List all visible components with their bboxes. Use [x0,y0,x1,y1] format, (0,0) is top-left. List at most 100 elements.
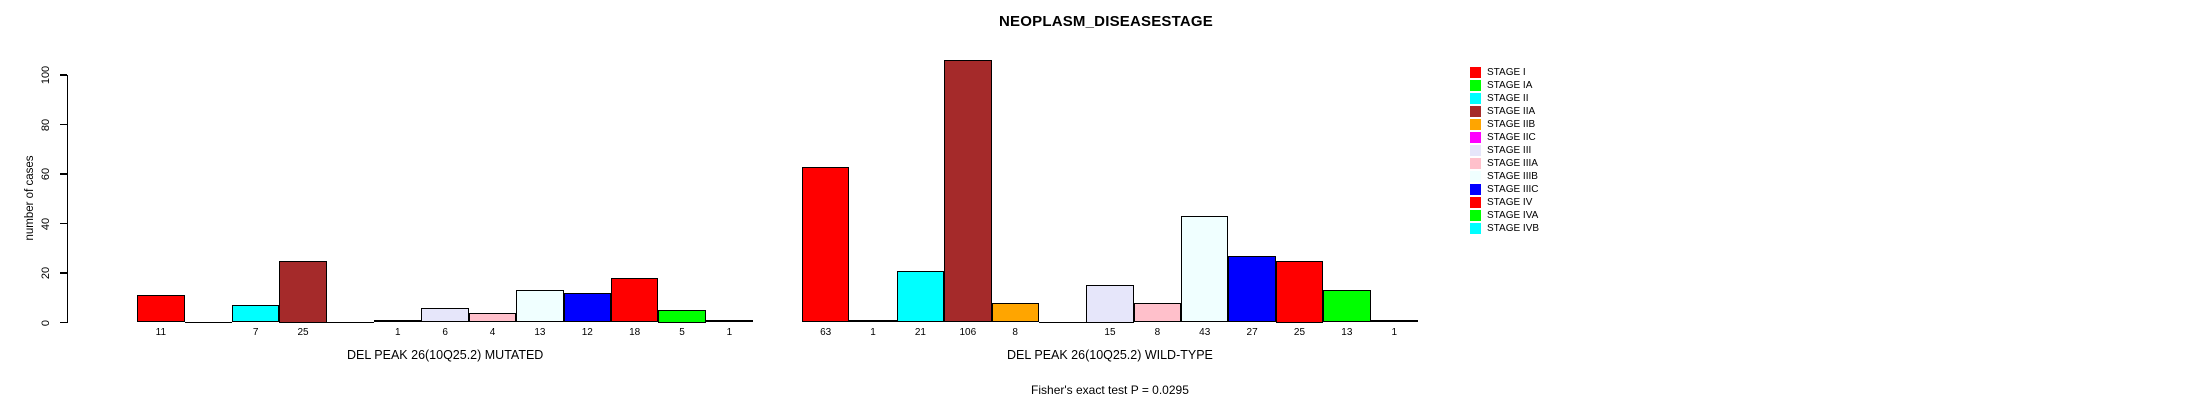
y-tick-mark [60,222,67,225]
bar-value-label: 8 [1012,327,1018,338]
bar-value-label: 4 [489,327,496,338]
y-tick-label: 100 [40,65,52,85]
bar-value-label: 25 [1293,327,1306,338]
legend-item: STAGE IVA [1470,209,1539,222]
bar-stage-iiic [563,292,611,323]
y-tick-label: 40 [40,217,52,230]
bar-value-label: 63 [820,327,832,338]
y-axis-line [67,75,69,323]
legend-item: STAGE IIIA [1470,157,1539,170]
bar-stage-iiic [1228,255,1276,323]
y-tick-mark [60,321,67,324]
bar-stage-ii [231,305,280,323]
y-tick-mark [60,74,67,76]
bar-value-label: 13 [1341,327,1353,338]
legend-label: STAGE IVA [1487,210,1539,221]
y-tick-label: 20 [40,266,52,280]
bar-stage-iia [279,260,327,323]
bar-stage-iva [658,310,706,323]
legend-swatch [1470,119,1481,130]
legend-label: STAGE IIIC [1487,184,1539,195]
y-tick-mark [60,123,67,126]
bar-stage-iib [991,302,1039,323]
legend-label: STAGE IVB [1487,223,1540,234]
bar-stage-iic [374,320,422,323]
legend-item: STAGE IA [1470,79,1539,92]
y-tick-label: 0 [40,319,52,326]
legend-label: STAGE IIIB [1487,171,1538,182]
bar-value-label: 21 [914,327,926,338]
legend-swatch [1470,80,1481,91]
bar-value-label: 6 [442,327,448,338]
bar-value-label: 1 [726,327,733,338]
bar-value-label: 1 [870,327,876,338]
bar-stage-i [802,166,850,323]
bar-zero-stage-iic [1038,321,1087,323]
bar-value-label: 5 [679,327,685,338]
bar-zero-stage-iib [326,321,375,323]
bar-stage-ivb [1370,320,1418,323]
legend-swatch [1470,210,1481,221]
legend-label: STAGE IV [1487,197,1533,208]
y-tick-mark [60,173,67,175]
legend-item: STAGE IVB [1470,222,1539,235]
bar-stage-iii [421,307,469,323]
bar-value-label: 1 [1391,327,1398,338]
legend-item: STAGE III [1470,144,1539,157]
bar-value-label: 1 [395,327,401,338]
bar-stage-iiib [516,290,564,323]
bar-value-label: 11 [155,327,167,338]
y-tick-mark [60,272,67,274]
legend-item: STAGE IIC [1470,131,1539,144]
legend-label: STAGE IIC [1487,132,1536,143]
bar-value-label: 15 [1104,327,1116,338]
y-tick-label: 60 [40,167,52,181]
legend-swatch [1470,171,1481,182]
legend-label: STAGE IIB [1487,119,1536,130]
bar-stage-ii [896,270,945,323]
legend-label: STAGE IIA [1487,106,1536,117]
legend-label: STAGE IA [1487,80,1533,91]
legend: STAGE I STAGE IA STAGE II STAGE IIA STAGE II… [1470,66,1539,235]
legend-swatch [1470,184,1481,195]
legend-item: STAGE I [1470,66,1539,79]
bar-value-label: 27 [1246,327,1258,338]
bar-value-label: 43 [1199,327,1211,338]
legend-swatch [1470,145,1481,156]
legend-swatch [1470,132,1481,143]
legend-item: STAGE II [1470,92,1539,105]
bar-value-label: 18 [629,327,641,338]
legend-item: STAGE IV [1470,196,1539,209]
bar-stage-iii [1086,285,1134,323]
y-tick-label: 80 [40,118,52,131]
legend-label: STAGE II [1487,93,1529,104]
legend-item: STAGE IIB [1470,118,1539,131]
legend-swatch [1470,93,1481,104]
bar-stage-iv [1275,260,1324,323]
fisher-test-text: Fisher's exact test P = 0.0295 [1031,383,1189,397]
bar-stage-iv [611,277,659,323]
bar-value-label: 106 [959,327,977,338]
legend-swatch [1470,223,1481,234]
group-label-mutated: DEL PEAK 26(10Q25.2) MUTATED [346,348,544,362]
y-axis-title: number of cases [24,155,36,241]
bar-stage-ivb [705,320,754,323]
legend-item: STAGE IIA [1470,105,1539,118]
bar-stage-iia [944,60,992,323]
legend-label: STAGE III [1487,145,1532,156]
bar-value-label: 13 [534,327,546,338]
legend-item: STAGE IIIB [1470,170,1539,183]
bar-value-label: 25 [297,327,309,338]
bar-zero-stage-ia [184,321,232,323]
legend-label: STAGE I [1487,67,1526,78]
legend-label: STAGE IIIA [1487,158,1538,169]
legend-swatch [1470,158,1481,169]
legend-swatch [1470,106,1481,117]
legend-item: STAGE IIIC [1470,183,1539,196]
legend-swatch [1470,67,1481,78]
bar-stage-iiib [1181,216,1229,323]
group-label-wild-type: DEL PEAK 26(10Q25.2) WILD-TYPE [1007,348,1213,362]
bar-stage-i [137,295,185,323]
bar-value-label: 8 [1154,327,1161,338]
